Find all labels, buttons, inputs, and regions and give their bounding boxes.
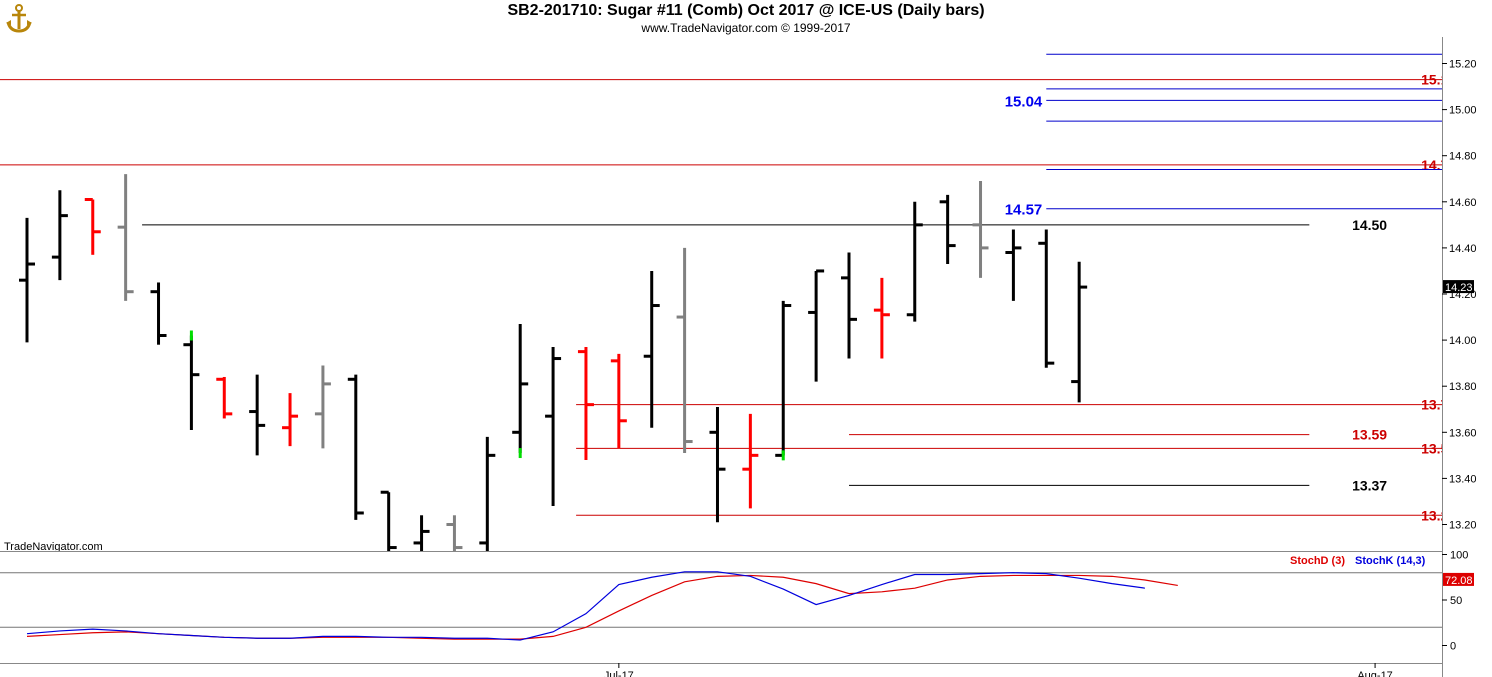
ohlc-bar — [183, 330, 200, 430]
legend-stoch-d: StochD (3) — [1290, 555, 1345, 567]
last-price-label: 14.23 — [1445, 282, 1473, 294]
ohlc-bar — [314, 365, 331, 449]
ohlc-bar — [19, 217, 35, 343]
level-left-label: 14.57 — [1005, 202, 1043, 219]
last-price-flag — [1443, 280, 1474, 294]
chart-title: SB2-201710: Sugar #11 (Comb) Oct 2017 @ … — [507, 2, 985, 19]
ohlc-bar — [347, 374, 364, 520]
ohlc-bar — [610, 353, 627, 449]
stoch-tick-label: 50 — [1450, 595, 1462, 607]
chart-header: SB2-201710: Sugar #11 (Comb) Oct 2017 @ … — [0, 0, 1492, 37]
price-tick-label: 13.40 — [1449, 473, 1477, 485]
ohlc-bar — [1071, 261, 1088, 403]
stoch-tick-label: 0 — [1450, 641, 1456, 653]
price-tick-label: 14.40 — [1449, 243, 1477, 255]
ohlc-bar — [808, 269, 825, 382]
level-label: 15.13 — [1421, 72, 1456, 88]
ohlc-bar — [216, 376, 233, 419]
ohlc-bar — [479, 436, 496, 551]
ohlc-bar — [1005, 229, 1022, 301]
ohlc-bar — [873, 277, 890, 359]
ohlc-bar — [972, 181, 989, 278]
price-panel: TradeNavigator.com15.2415.1315.0915.0415… — [0, 53, 1456, 553]
legend-stoch-k: StochK (14,3) — [1355, 555, 1426, 567]
chart-area: TradeNavigator.com15.2415.1315.0915.0415… — [0, 37, 1477, 677]
x-tick-label: Jul-17 — [604, 670, 634, 677]
stoch-last-flag — [1443, 572, 1474, 586]
ohlc-bar — [249, 374, 266, 456]
axes: 15.2015.0014.8014.6014.4014.2014.0013.80… — [0, 37, 1477, 677]
price-tick-label: 14.00 — [1449, 335, 1477, 347]
stoch-line — [26, 571, 1146, 641]
level-label: 13.53 — [1421, 440, 1456, 456]
ohlc-bar — [84, 197, 101, 255]
price-tick-label: 15.00 — [1449, 105, 1477, 117]
ohlc-bar — [775, 300, 792, 461]
price-tick-label: 14.80 — [1449, 151, 1477, 163]
price-tick-label: 15.20 — [1449, 59, 1477, 71]
ohlc-bar — [117, 174, 134, 301]
anchor-logo-icon — [4, 3, 34, 35]
stoch-last-label: 72.08 — [1445, 575, 1473, 587]
ohlc-bar — [841, 252, 857, 359]
price-tick-label: 13.20 — [1449, 520, 1477, 532]
level-left-label: 15.04 — [1005, 93, 1043, 110]
watermark-text: TradeNavigator.com — [4, 541, 103, 553]
ohlc-bar — [446, 515, 463, 551]
ohlc-bar — [709, 406, 726, 523]
ohlc-bar — [150, 282, 167, 345]
chart-subtitle: www.TradeNavigator.com © 1999-2017 — [641, 21, 851, 35]
x-tick-label: Aug-17 — [1357, 670, 1392, 677]
level-label: 14.50 — [1352, 217, 1387, 233]
ohlc-bar — [643, 270, 660, 428]
ohlc-bar — [1038, 229, 1055, 368]
ohlc-bar — [512, 323, 529, 459]
ohlc-bar — [51, 190, 68, 281]
level-label: 13.37 — [1352, 477, 1387, 493]
ohlc-bar — [282, 393, 299, 447]
ohlc-bar — [413, 515, 430, 551]
level-label: 14.76 — [1421, 157, 1456, 173]
ohlc-bar — [939, 194, 956, 265]
level-label: 13.59 — [1352, 427, 1387, 443]
ohlc-bar — [545, 347, 562, 507]
ohlc-bar — [577, 347, 594, 460]
level-label: 13.72 — [1421, 397, 1456, 413]
level-label: 13.24 — [1421, 507, 1456, 523]
stochastic-panel: StochD (3) StochK (14,3) — [0, 555, 1442, 641]
price-tick-label: 14.60 — [1449, 197, 1477, 209]
ohlc-bar — [676, 247, 693, 454]
price-tick-label: 13.60 — [1449, 427, 1477, 439]
ohlc-bar — [906, 201, 923, 322]
stoch-tick-label: 100 — [1450, 550, 1468, 562]
ohlc-bar — [742, 413, 759, 509]
ohlc-bar — [380, 490, 397, 551]
price-tick-label: 13.80 — [1449, 381, 1477, 393]
